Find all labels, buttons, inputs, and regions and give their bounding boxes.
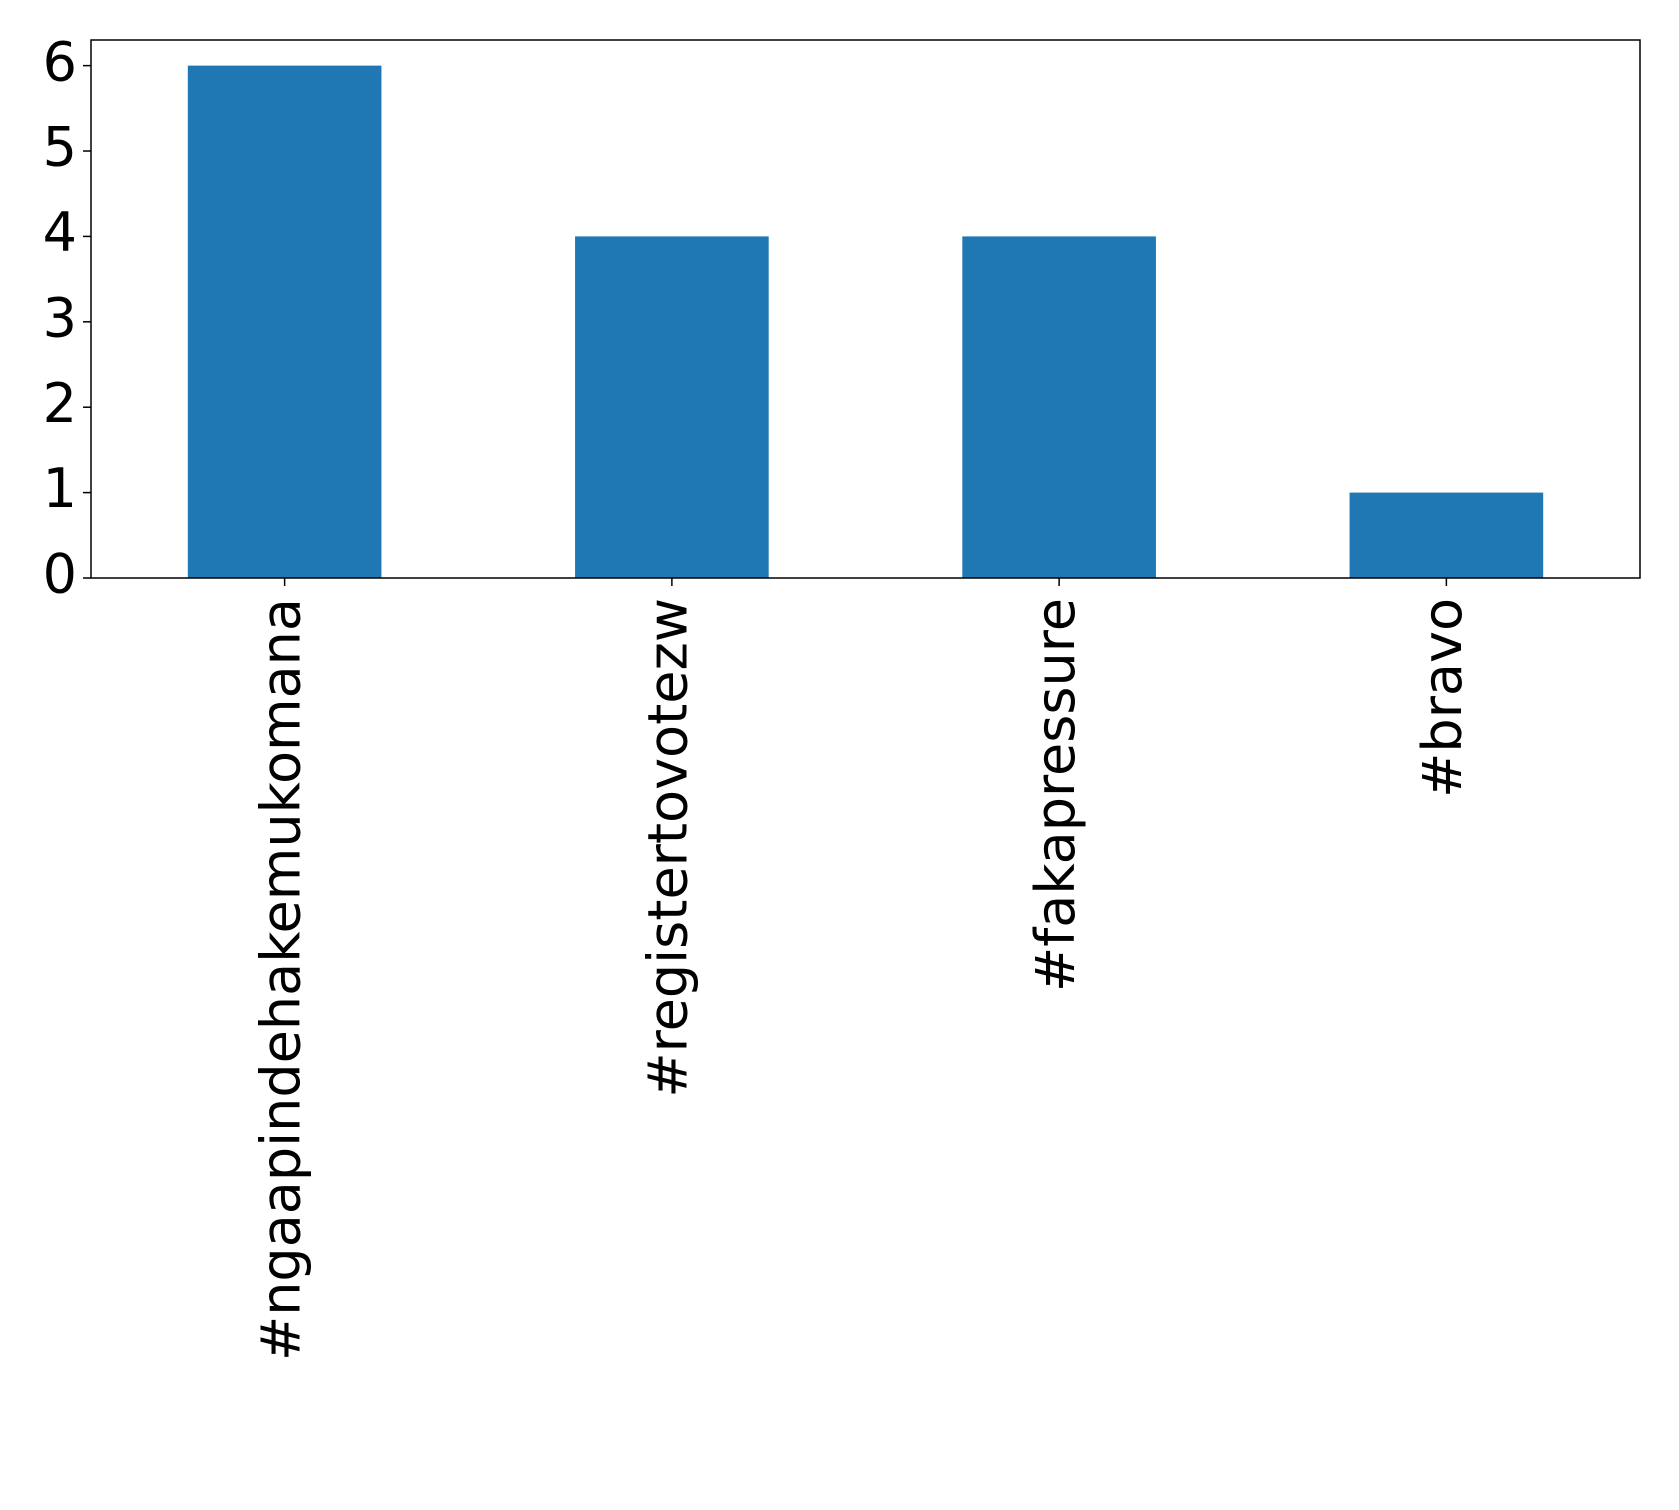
bar [1349, 492, 1544, 578]
y-tick-label: 1 [43, 457, 77, 520]
x-tick-label: #bravo [1411, 598, 1474, 798]
y-tick-label: 3 [43, 286, 77, 349]
y-tick-label: 0 [43, 543, 77, 606]
x-tick-label: #registertovotezw [637, 598, 700, 1098]
y-tick-label: 6 [43, 30, 77, 93]
y-tick-label: 2 [43, 372, 77, 435]
y-tick-label: 4 [43, 201, 77, 264]
x-tick-label: #ngaapindehakemukomana [249, 598, 312, 1361]
plot-frame [90, 39, 1641, 579]
bar [962, 236, 1156, 578]
x-tick-label: #fakapressure [1024, 598, 1087, 992]
bar [575, 236, 769, 578]
y-tick-label: 5 [43, 116, 77, 179]
bar [187, 65, 382, 579]
